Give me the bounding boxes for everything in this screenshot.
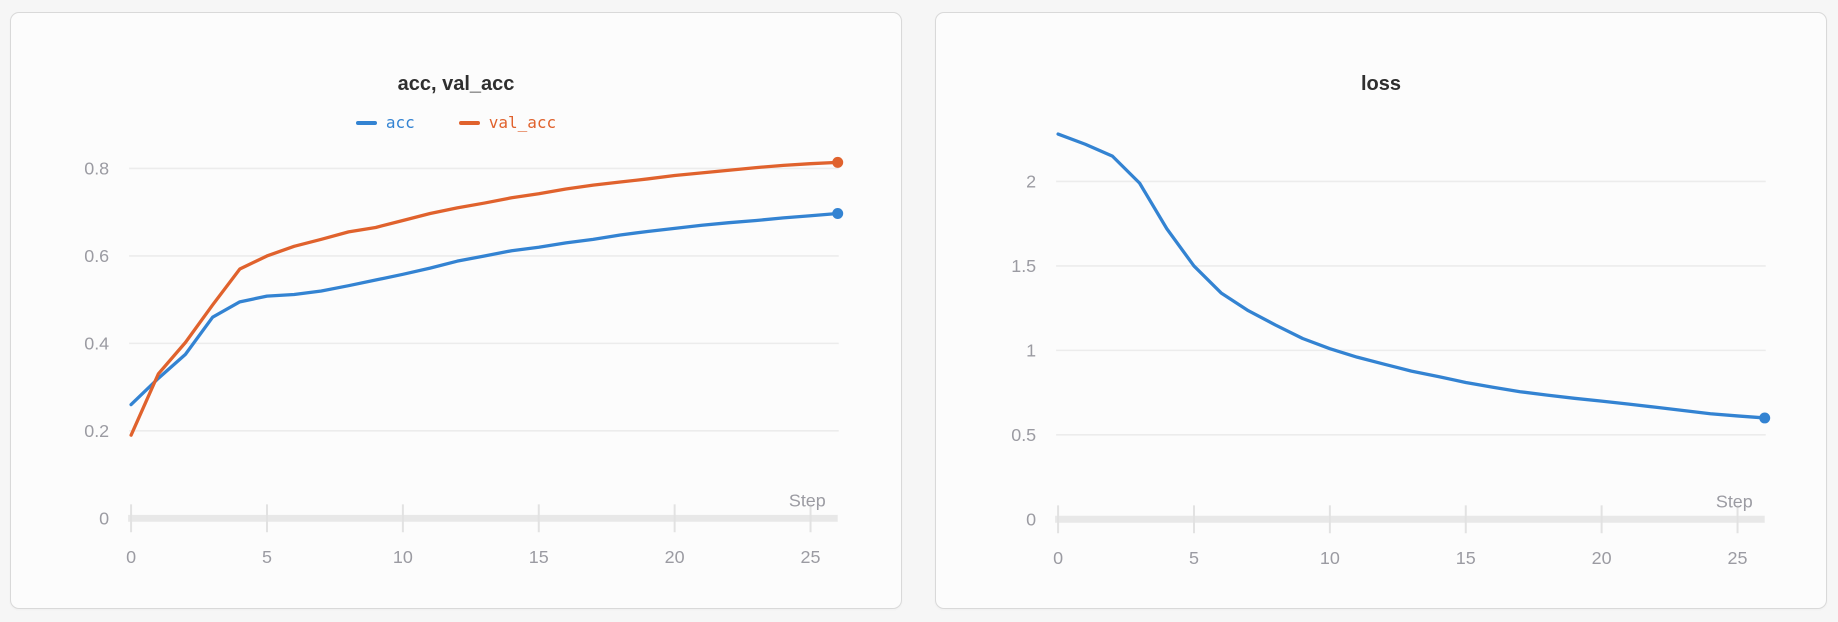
x-axis-title: Step xyxy=(1716,491,1753,511)
chart-title-loss: loss xyxy=(1360,73,1402,95)
y-tick-label: 0.6 xyxy=(84,246,109,266)
legend-swatch-acc xyxy=(355,120,377,126)
x-tick-label: 15 xyxy=(1456,548,1476,568)
x-tick-label: 0 xyxy=(126,547,136,567)
x-axis-title: Step xyxy=(789,490,826,510)
y-tick-label: 0.8 xyxy=(84,158,109,178)
x-tick-label: 10 xyxy=(393,547,413,567)
x-tick-label: 15 xyxy=(529,547,549,567)
end-marker-acc xyxy=(832,208,844,219)
legend-accuracy: acc val_acc xyxy=(11,113,901,133)
x-tick-label: 20 xyxy=(665,547,685,567)
y-tick-label: 0 xyxy=(1026,509,1036,529)
x-tick-label: 0 xyxy=(1053,548,1063,568)
y-tick-label: 0.5 xyxy=(1011,425,1036,445)
y-tick-label: 0.4 xyxy=(84,333,109,353)
legend-item-val_acc: val_acc xyxy=(458,113,557,133)
series-line-acc xyxy=(129,211,840,407)
x-tick-label: 25 xyxy=(801,547,821,567)
x-tick-label: 25 xyxy=(1728,548,1748,568)
series-line-loss xyxy=(1056,132,1767,420)
x-tick-label: 5 xyxy=(262,547,272,567)
chart-panel-loss[interactable]: loss 0 0.5 1 1.5 2 0 5 10 15 20 25 Step xyxy=(935,12,1827,609)
legend-label-acc: acc xyxy=(385,113,415,132)
y-tick-label: 2 xyxy=(1026,171,1036,191)
y-tick-label: 0.2 xyxy=(84,421,109,441)
x-tick-label: 20 xyxy=(1592,548,1612,568)
y-tick-label: 1.5 xyxy=(1011,256,1036,276)
x-tick-label: 5 xyxy=(1189,548,1199,568)
chart-canvas-accuracy[interactable]: 0 0.2 0.4 0.6 0.8 0 5 10 15 20 25 Step xyxy=(11,13,901,608)
y-tick-label: 1 xyxy=(1026,340,1036,360)
legend-item-acc: acc xyxy=(355,113,415,133)
chart-title-accuracy: acc, val_acc xyxy=(397,73,515,95)
legend-label-val_acc: val_acc xyxy=(488,113,557,132)
end-marker-val_acc xyxy=(832,156,844,168)
chart-panel-accuracy[interactable]: acc, val_acc acc val_acc 0 0.2 0.4 0.6 0.8 0 5 1… xyxy=(10,12,902,609)
y-tick-label: 0 xyxy=(99,508,109,528)
x-tick-label: 10 xyxy=(1320,548,1340,568)
end-marker-loss xyxy=(1759,412,1771,424)
series-line-val_acc xyxy=(129,160,840,437)
legend-swatch-val_acc xyxy=(458,120,480,126)
